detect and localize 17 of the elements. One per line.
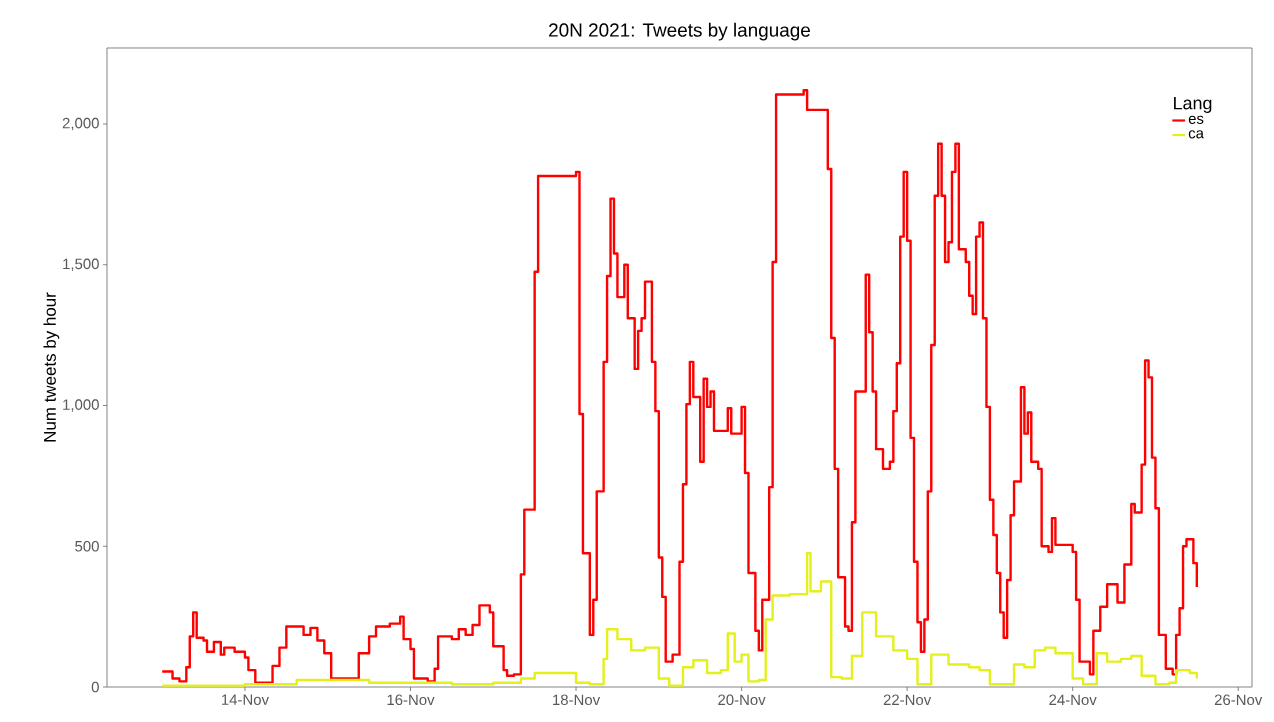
x-tick-label: 18-Nov <box>553 694 601 706</box>
x-tick-label: 22-Nov <box>883 694 932 706</box>
legend-label: ca <box>1188 130 1204 139</box>
y-tick-label: 2,000 <box>62 117 99 131</box>
x-tick-label: 24-Nov <box>1049 694 1097 706</box>
legend-label: es <box>1188 115 1204 124</box>
legend-title: Lang <box>1174 96 1212 113</box>
x-tick-label: 16-Nov <box>387 694 435 706</box>
y-tick-label: 0 <box>91 681 99 693</box>
y-tick-label: 1,000 <box>63 399 99 412</box>
y-axis-title: Num tweets by hour <box>43 292 60 442</box>
x-tick-label: 26-Nov <box>1214 694 1263 706</box>
y-tick-label: 1,500 <box>63 258 99 271</box>
chart-title: 20N 2021: Tweets by language <box>549 22 810 41</box>
x-tick-label: 14-Nov <box>222 694 269 705</box>
x-tick-label: 20-Nov <box>718 694 766 706</box>
y-tick-label: 500 <box>75 540 99 552</box>
